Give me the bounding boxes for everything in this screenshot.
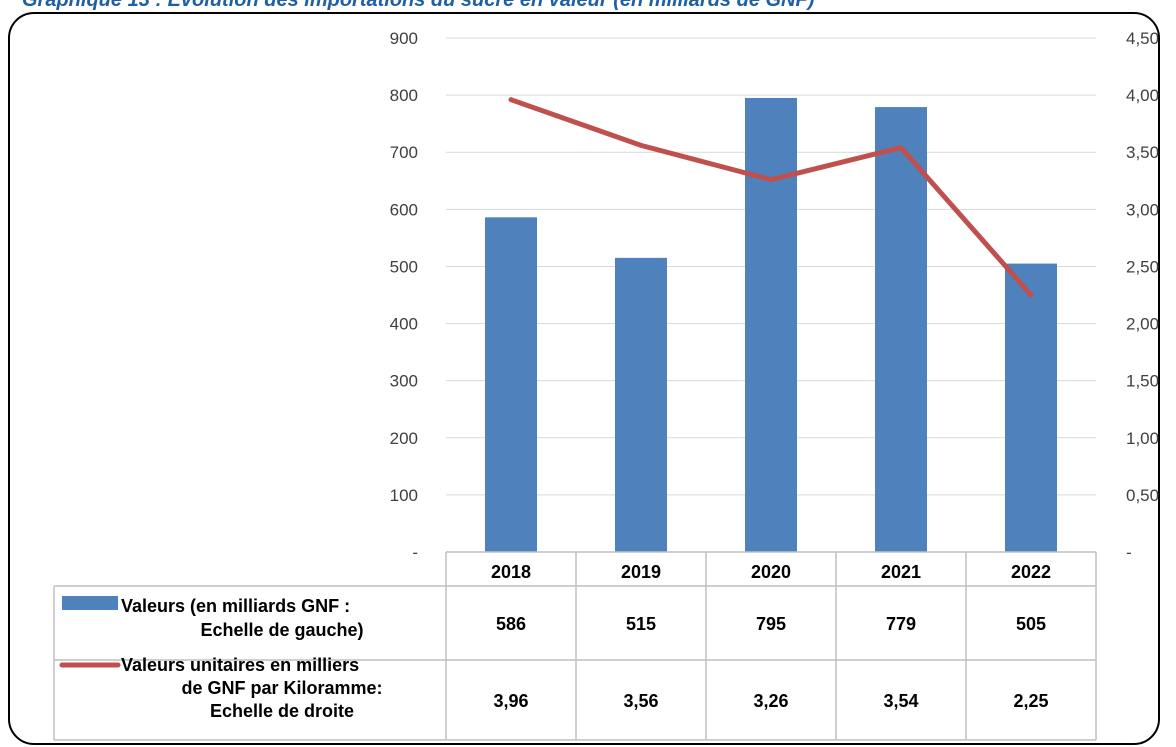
category-label: 2022 bbox=[1011, 562, 1051, 582]
line-legend-text: de GNF par Kiloramme: bbox=[181, 678, 382, 698]
bar bbox=[875, 107, 927, 553]
left-tick-label: 100 bbox=[390, 486, 418, 505]
left-tick-label: 600 bbox=[390, 200, 418, 219]
right-tick-label: - bbox=[1126, 543, 1132, 562]
left-tick-label: 700 bbox=[390, 143, 418, 162]
right-tick-label: 1,50 bbox=[1126, 372, 1159, 391]
line-data-label: 3,96 bbox=[493, 691, 528, 711]
left-tick-label: 900 bbox=[390, 29, 418, 48]
right-tick-label: 3,00 bbox=[1126, 200, 1159, 219]
right-tick-label: 4,00 bbox=[1126, 86, 1159, 105]
right-tick-label: 2,00 bbox=[1126, 315, 1159, 334]
right-tick-label: 0,50 bbox=[1126, 486, 1159, 505]
left-tick-label: 800 bbox=[390, 86, 418, 105]
bar-data-label: 515 bbox=[626, 614, 656, 634]
category-label: 2019 bbox=[621, 562, 661, 582]
chart-title: Graphique 13 : Evolution des importation… bbox=[22, 0, 815, 11]
left-tick-label: 300 bbox=[390, 372, 418, 391]
left-tick-label: 200 bbox=[390, 429, 418, 448]
left-tick-label: 400 bbox=[390, 315, 418, 334]
bar-data-label: 779 bbox=[886, 614, 916, 634]
left-tick-label: 500 bbox=[390, 257, 418, 276]
bar-legend-text: Valeurs (en milliards GNF : bbox=[121, 596, 350, 616]
category-label: 2018 bbox=[491, 562, 531, 582]
category-label: 2020 bbox=[751, 562, 791, 582]
line-data-label: 3,26 bbox=[753, 691, 788, 711]
bar-legend-key bbox=[62, 596, 118, 610]
line-legend-text: Valeurs unitaires en milliers bbox=[121, 655, 359, 675]
data-table: 2018 2019 2020 2021 2022 586 515 795 779 505 3,96 3… bbox=[53, 551, 1097, 741]
bar bbox=[745, 97, 797, 552]
left-axis-ticks: - 100 200 300 400 500 600 700 800 900 bbox=[390, 29, 418, 562]
category-label: 2021 bbox=[881, 562, 921, 582]
line-data-label: 3,56 bbox=[623, 691, 658, 711]
bar-data-label: 505 bbox=[1016, 614, 1046, 634]
chart-frame bbox=[8, 12, 1160, 745]
bar-data-label: 586 bbox=[496, 614, 526, 634]
line-series bbox=[508, 97, 1034, 298]
bar-legend-text: Echelle de gauche) bbox=[200, 620, 363, 640]
bar bbox=[615, 257, 667, 552]
bar bbox=[485, 217, 537, 552]
bar-data-label: 795 bbox=[756, 614, 786, 634]
right-tick-label: 1,00 bbox=[1126, 429, 1159, 448]
bar bbox=[1005, 263, 1057, 552]
line-legend-text: Echelle de droite bbox=[210, 701, 354, 721]
bar-series bbox=[485, 97, 1057, 553]
line-data-label: 2,25 bbox=[1013, 691, 1048, 711]
right-tick-label: 3,50 bbox=[1126, 143, 1159, 162]
line-series-path bbox=[508, 97, 1034, 298]
right-tick-label: 2,50 bbox=[1126, 257, 1159, 276]
right-tick-label: 4,50 bbox=[1126, 29, 1159, 48]
left-tick-label: - bbox=[412, 543, 418, 562]
line-data-label: 3,54 bbox=[883, 691, 918, 711]
right-axis-ticks: - 0,50 1,00 1,50 2,00 2,50 3,00 3,50 4,00 4,50 bbox=[1126, 29, 1159, 562]
